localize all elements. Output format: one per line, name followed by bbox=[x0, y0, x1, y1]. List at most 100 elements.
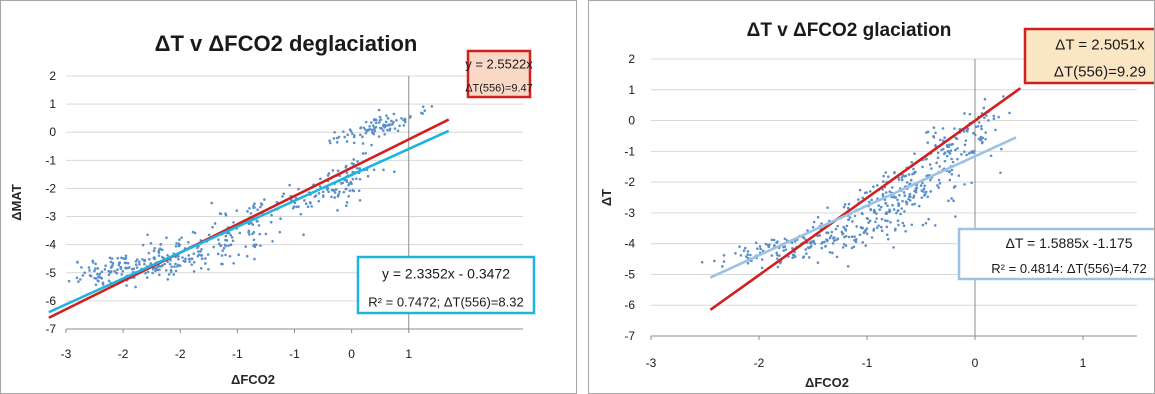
scatter-point bbox=[865, 232, 869, 235]
scatter-point bbox=[421, 112, 425, 115]
scatter-point bbox=[347, 194, 350, 198]
y-tick-label: 0 bbox=[628, 114, 635, 128]
scatter-point bbox=[319, 177, 322, 181]
scatter-point bbox=[223, 243, 227, 247]
scatter-point bbox=[950, 197, 953, 200]
scatter-point bbox=[392, 112, 396, 116]
scatter-point bbox=[917, 204, 921, 208]
scatter-point bbox=[791, 256, 795, 260]
scatter-point bbox=[101, 281, 105, 285]
scatter-point bbox=[333, 130, 336, 134]
scatter-point bbox=[99, 276, 103, 279]
x-tick-label: -3 bbox=[61, 347, 72, 361]
scatter-point bbox=[882, 174, 885, 178]
x-tick-label: -2 bbox=[175, 347, 186, 361]
scatter-point bbox=[911, 203, 914, 206]
scatter-point bbox=[900, 207, 904, 210]
scatter-point bbox=[402, 124, 406, 127]
scatter-point bbox=[328, 139, 331, 142]
scatter-point bbox=[923, 192, 927, 196]
glaciation-chart: -7 -6 -5 -4 -3 -2 -1 0 1 2 -3 -2 -1 0 1 ΔT v ΔFCO2 glac… bbox=[599, 20, 1154, 390]
scatter-point bbox=[984, 137, 987, 141]
scatter-point bbox=[351, 132, 354, 135]
scatter-point bbox=[776, 265, 780, 269]
scatter-point bbox=[997, 115, 1000, 119]
scatter-point bbox=[738, 245, 741, 248]
scatter-point bbox=[818, 234, 822, 237]
scatter-point bbox=[746, 253, 750, 256]
scatter-point bbox=[402, 118, 405, 122]
scatter-point bbox=[863, 191, 867, 195]
scatter-point bbox=[983, 116, 986, 120]
scatter-point bbox=[115, 271, 118, 275]
scatter-point bbox=[253, 257, 256, 261]
y-tick-label: -5 bbox=[624, 267, 635, 281]
x-axis-label: ΔFCO2 bbox=[805, 375, 849, 390]
scatter-point bbox=[193, 231, 197, 235]
scatter-point bbox=[149, 242, 153, 245]
scatter-point bbox=[349, 180, 353, 184]
y-tick-label: -3 bbox=[45, 210, 56, 224]
scatter-point bbox=[809, 242, 813, 245]
scatter-point bbox=[1002, 95, 1005, 98]
scatter-point bbox=[96, 279, 100, 283]
scatter-point bbox=[110, 257, 114, 260]
y-tick-label: 2 bbox=[628, 52, 635, 66]
scatter-point bbox=[955, 137, 959, 141]
scatter-point bbox=[409, 114, 412, 118]
scatter-point bbox=[217, 242, 221, 246]
scatter-point bbox=[842, 225, 845, 229]
scatter-point bbox=[945, 154, 949, 158]
scatter-point bbox=[844, 227, 847, 231]
scatter-point bbox=[184, 257, 187, 261]
trendline-blue bbox=[709, 136, 1017, 279]
scatter-point bbox=[358, 167, 361, 171]
scatter-point bbox=[922, 187, 926, 191]
scatter-point bbox=[228, 254, 232, 258]
scatter-point bbox=[229, 233, 233, 237]
scatter-point bbox=[120, 273, 124, 276]
scatter-point bbox=[943, 152, 946, 156]
scatter-point bbox=[970, 181, 973, 185]
scatter-point bbox=[224, 234, 228, 238]
scatter-point bbox=[389, 123, 392, 126]
scatter-point bbox=[700, 260, 704, 264]
scatter-point bbox=[953, 185, 957, 188]
scatter-point bbox=[393, 170, 396, 173]
scatter-point bbox=[330, 188, 334, 192]
scatter-point bbox=[846, 264, 850, 268]
scatter-point bbox=[936, 156, 940, 160]
equation-text: y = 2.5522x bbox=[465, 56, 533, 71]
scatter-point bbox=[335, 136, 339, 140]
scatter-point bbox=[877, 204, 881, 207]
scatter-point bbox=[791, 247, 794, 250]
y-tick-label: -6 bbox=[624, 298, 635, 312]
scatter-point bbox=[332, 137, 336, 140]
scatter-point bbox=[830, 230, 834, 234]
scatter-point bbox=[804, 248, 808, 251]
scatter-point bbox=[965, 153, 968, 157]
scatter-point bbox=[346, 133, 349, 137]
scatter-point bbox=[801, 256, 805, 259]
scatter-point bbox=[759, 247, 762, 251]
scatter-point bbox=[962, 130, 966, 133]
scatter-point bbox=[845, 224, 849, 228]
scatter-point bbox=[430, 105, 434, 108]
scatter-point bbox=[310, 205, 313, 208]
scatter-point bbox=[984, 131, 987, 134]
scatter-point bbox=[362, 126, 366, 130]
scatter-point bbox=[103, 268, 107, 271]
scatter-point bbox=[893, 171, 896, 175]
scatter-point bbox=[379, 126, 382, 130]
scatter-point bbox=[384, 120, 388, 124]
scatter-point bbox=[895, 211, 898, 215]
scatter-point bbox=[345, 187, 348, 190]
scatter-point bbox=[892, 246, 895, 249]
scatter-point bbox=[826, 239, 829, 243]
scatter-point bbox=[904, 200, 908, 203]
scatter-point bbox=[335, 141, 339, 144]
scatter-point bbox=[177, 244, 181, 248]
scatter-point bbox=[831, 242, 835, 245]
scatter-point bbox=[385, 114, 388, 117]
scatter-point bbox=[303, 199, 306, 202]
